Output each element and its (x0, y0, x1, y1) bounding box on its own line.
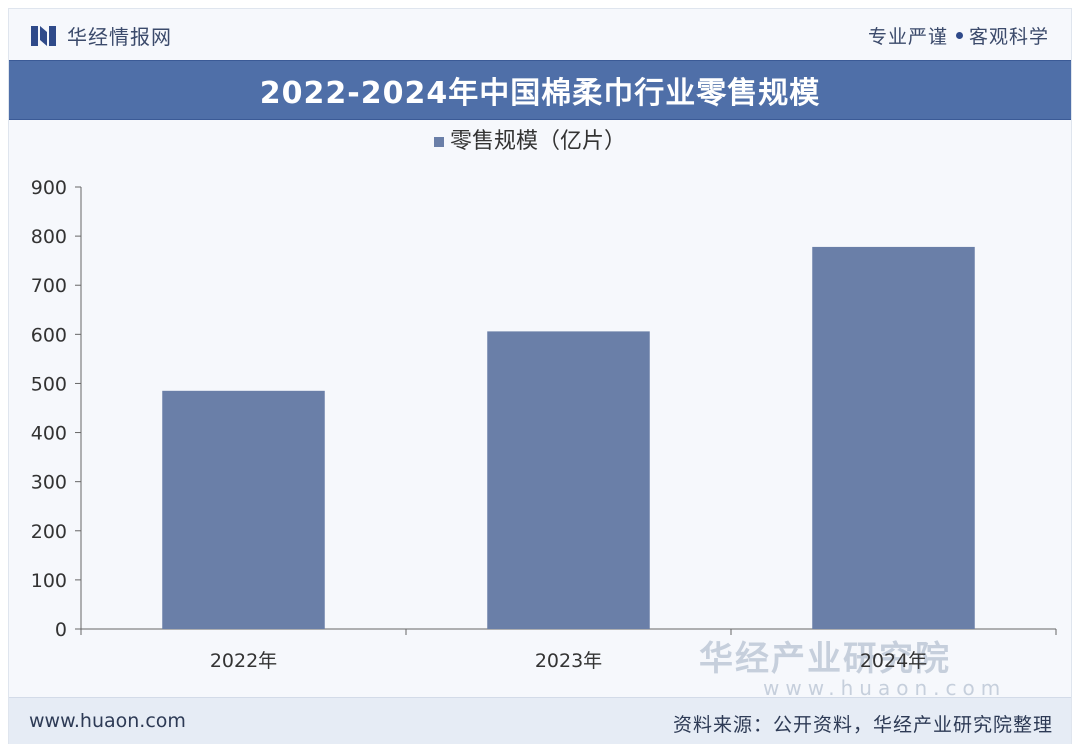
x-tick-label: 2024年 (860, 650, 927, 672)
x-tick-label: 2022年 (210, 650, 277, 672)
bar-2 (487, 331, 650, 629)
legend-label: 零售规模（亿片） (450, 129, 626, 154)
y-tick-label: 400 (31, 423, 67, 445)
y-tick-label: 600 (31, 324, 67, 346)
y-tick-label: 0 (55, 619, 67, 641)
chart-frame: 华经情报网 专业严谨 客观科学 2022-2024年中国棉柔巾行业零售规模 华经产… (8, 8, 1072, 744)
slogan-left: 专业严谨 (867, 26, 948, 48)
bar-3 (812, 246, 975, 629)
watermark-line1: 华经产业研究院 (699, 639, 951, 679)
y-tick-label: 700 (31, 275, 67, 297)
y-tick-label: 200 (31, 521, 67, 543)
y-tick-label: 900 (31, 177, 67, 199)
watermark: 华经产业研究院 www.huaon.com (699, 631, 1006, 700)
y-tick-label: 800 (31, 226, 67, 248)
brand-name: 华经情报网 (67, 25, 172, 49)
slogan: 专业严谨 客观科学 (868, 22, 1049, 49)
footer: www.huaon.com 资料来源：公开资料，华经产业研究院整理 (9, 697, 1071, 744)
brand: 华经情报网 (31, 21, 172, 50)
slogan-right: 客观科学 (968, 26, 1049, 48)
top-bar: 华经情报网 专业严谨 客观科学 (9, 9, 1071, 59)
bar-1 (162, 390, 325, 629)
slogan-dot-icon (955, 32, 963, 39)
watermark-line2: www.huaon.com (763, 676, 1007, 700)
footer-website: www.huaon.com (29, 710, 186, 732)
y-tick-label: 300 (31, 472, 67, 494)
legend-swatch (434, 137, 444, 147)
x-tick-label: 2023年 (535, 650, 602, 672)
chart-title: 2022-2024年中国棉柔巾行业零售规模 (259, 76, 821, 111)
footer-source: 资料来源：公开资料，华经产业研究院整理 (672, 714, 1053, 736)
y-tick-label: 100 (31, 570, 67, 592)
huajing-logo-icon (31, 25, 56, 46)
bar-chart: 0 100 200 300 400 500 600 700 800 900 2022年 2023年 20… (31, 129, 1057, 672)
title-band: 2022-2024年中国棉柔巾行业零售规模 (9, 60, 1071, 120)
y-tick-label: 500 (31, 373, 67, 395)
